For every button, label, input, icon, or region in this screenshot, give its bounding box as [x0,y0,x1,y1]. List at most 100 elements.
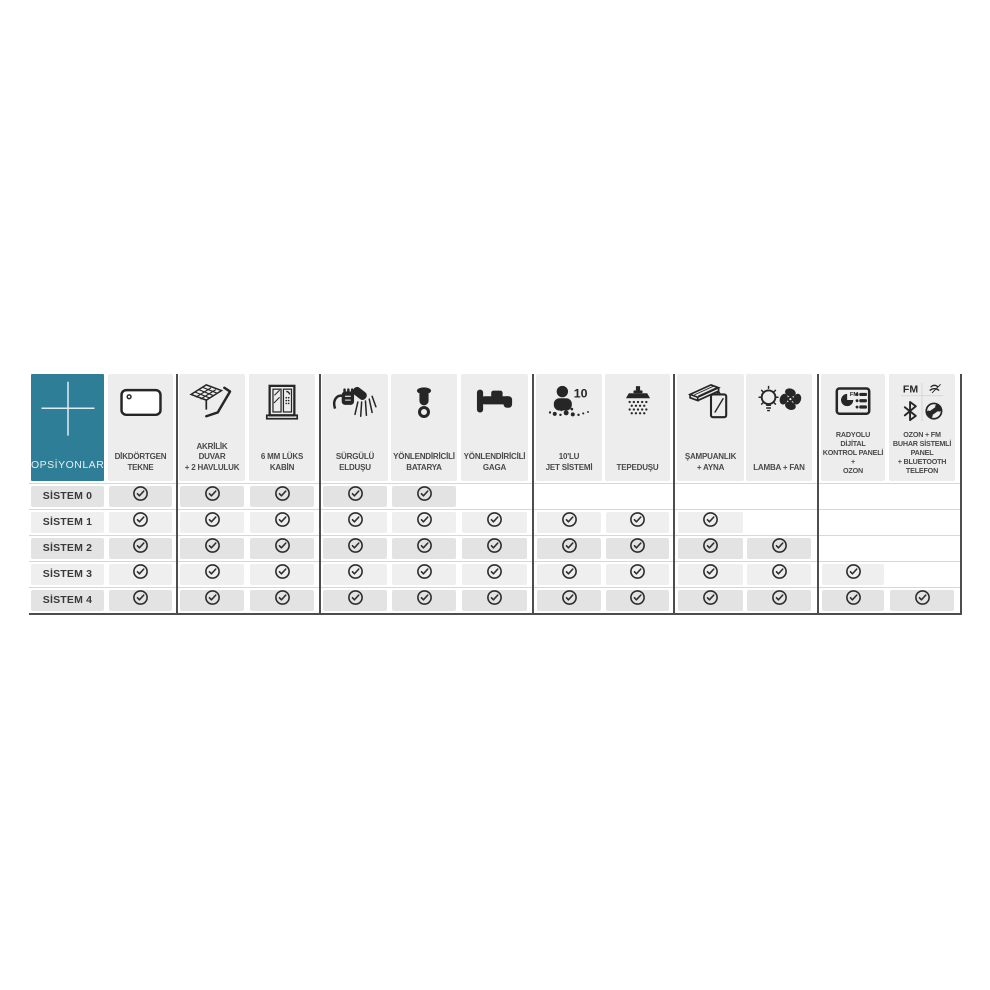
column-surgulu-eldusu: SÜRGÜLÜ ELDUŞU [322,374,388,616]
feature-cell [323,537,387,559]
options-column: OPSİYONLAR SİSTEM 0 SİSTEM 1 SİSTEM 2 SİSTEM… [31,374,104,616]
feature-cell [109,511,172,533]
feature-cell [392,511,456,533]
feature-cell [180,563,244,585]
group-separator-line [817,374,819,615]
fm-control-panel-icon: FM [821,381,885,423]
mixer-tap-icon [391,381,457,423]
feature-cell [822,563,884,585]
check-circle-icon [416,589,433,611]
feature-cell [323,563,387,585]
check-circle-icon [486,537,503,559]
group-separator-line [673,374,675,615]
feature-cell [537,589,601,611]
row-label-4: SİSTEM 4 [31,589,104,611]
group-separator-line [960,374,962,615]
check-circle-icon [702,563,719,585]
check-circle-icon [347,537,364,559]
feature-cell [323,485,387,507]
feature-cell [323,511,387,533]
check-circle-icon [845,563,862,585]
check-circle-icon [347,511,364,533]
check-circle-icon [132,537,149,559]
column-header-label: SÜRGÜLÜ ELDUŞU [335,452,375,472]
check-circle-icon [771,563,788,585]
feature-cell [109,589,172,611]
hand-shower-icon [322,381,388,423]
check-circle-icon [204,537,221,559]
column-header-tepedusu: TEPEDUŞU [605,374,670,481]
check-circle-icon [416,563,433,585]
table-bottom-line [29,613,962,615]
feature-cell [537,511,601,533]
options-header: OPSİYONLAR [31,374,104,481]
feature-cell [392,563,456,585]
check-circle-icon [561,563,578,585]
check-circle-icon [629,537,646,559]
check-circle-icon [771,589,788,611]
check-circle-icon [274,589,291,611]
feature-cell [109,485,172,507]
feature-cell [606,589,669,611]
check-circle-icon [629,563,646,585]
check-circle-icon [347,563,364,585]
column-radyolu-kontrol-paneli: FM RADYOLU DİJİTAL KONTROL PANELİ + OZON [821,374,885,616]
feature-cell [747,537,811,559]
feature-cell [822,589,884,611]
check-circle-icon [274,537,291,559]
row-label-0: SİSTEM 0 [31,485,104,507]
check-circle-icon [132,563,149,585]
feature-cell [606,537,669,559]
check-circle-icon [204,511,221,533]
acrylic-wall-towel-icon [179,381,245,423]
check-circle-icon [347,589,364,611]
column-header-label: YÖNLENDİRİCİLİ GAGA [463,452,526,472]
column-header-label: DİKDÖRTGEN TEKNE [114,452,167,472]
column-header-surgulu-eldusu: SÜRGÜLÜ ELDUŞU [322,374,388,481]
column-header-jet-sistemi: 10 10'LU JET SİSTEMİ [536,374,602,481]
column-header-label: AKRİLİK DUVAR + 2 HAVLULUK [184,441,240,472]
feature-cell [462,511,527,533]
column-header-luks-kabin: 6 MM LÜKS KABİN [249,374,315,481]
check-circle-icon [702,537,719,559]
column-header-label: OZON + FM BUHAR SİSTEMLİ PANEL + BLUETOO… [892,430,952,475]
check-circle-icon [347,485,364,507]
check-circle-icon [416,537,433,559]
feature-cell [747,589,811,611]
feature-cell [462,563,527,585]
column-sampuanlik-ayna: ŞAMPUANLIK + AYNA [677,374,744,616]
spout-icon [461,381,528,423]
overhead-shower-icon [605,381,670,423]
feature-cell [250,511,314,533]
shelf-mirror-icon [677,381,744,423]
row-separator-line [29,483,962,484]
check-circle-icon [204,563,221,585]
feature-cell [109,563,172,585]
column-header-radyolu-kontrol-paneli: FM RADYOLU DİJİTAL KONTROL PANELİ + OZON [821,374,885,481]
column-header-dikdortgen-tekne: DİKDÖRTGEN TEKNE [108,374,173,481]
check-circle-icon [702,589,719,611]
row-label-3: SİSTEM 3 [31,563,104,585]
row-label-2: SİSTEM 2 [31,537,104,559]
feature-cell [606,563,669,585]
feature-cell [323,589,387,611]
feature-cell [537,563,601,585]
check-circle-icon [702,511,719,533]
feature-cell [392,537,456,559]
check-circle-icon [914,589,931,611]
column-header-label: TEPEDUŞU [616,462,659,472]
plus-icon [31,376,104,448]
feature-cell [250,485,314,507]
feature-cell [180,511,244,533]
column-luks-kabin: 6 MM LÜKS KABİN [249,374,315,616]
feature-cell [747,563,811,585]
jet-system-icon: 10 [536,381,602,423]
row-separator-line [29,509,962,510]
check-circle-icon [845,589,862,611]
column-dikdortgen-tekne: DİKDÖRTGEN TEKNE [108,374,173,616]
column-header-yonlendiricili-gaga: YÖNLENDİRİCİLİ GAGA [461,374,528,481]
column-lamba-fan: LAMBA + FAN [746,374,812,616]
feature-cell [109,537,172,559]
group-separator-line [176,374,178,615]
